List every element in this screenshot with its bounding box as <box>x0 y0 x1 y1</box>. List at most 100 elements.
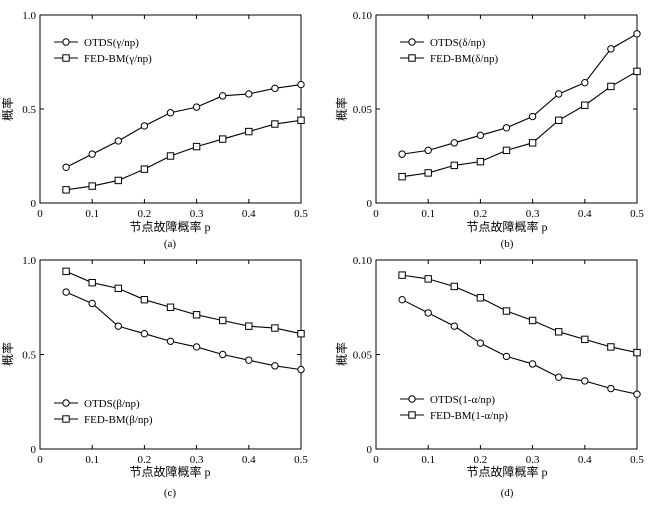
panel-b-y-tick-label: 0.10 <box>353 10 373 22</box>
panel-a-x-axis-label: 节点故障概率 p <box>129 219 210 234</box>
panel-c-series-otds-np-point <box>88 299 96 308</box>
panel-a-legend-marker <box>62 54 70 62</box>
panel-a-legend: OTDS(γ/np) FED-BM(γ/np) <box>54 37 152 65</box>
panel-d-legend-label: OTDS(1-α/np) <box>430 394 495 406</box>
panel-b-series-otds-np-point <box>502 124 511 132</box>
panel-a-y-tick-label: 0.5 <box>22 104 36 116</box>
panel-a: 0 0.1 0.2 0.3 0.4 0.5 0 0.5 1.0 节点故障概率 p 概率 (a) OTDS… <box>0 10 308 250</box>
panel-c-series-fed-bm-np-point <box>192 311 201 319</box>
panel-a-series-fed-bm-np-point <box>62 186 70 194</box>
panel-c-x-tick-label: 0.2 <box>138 454 152 466</box>
panel-c-series-fed-bm-np-point <box>297 330 305 338</box>
panel-b-legend: OTDS(δ/np) FED-BM(δ/np) <box>400 37 498 65</box>
panel-a-series-fed-bm-np-point <box>140 165 149 173</box>
panel-b-series-fed-bm-np-point <box>607 82 615 91</box>
panel-a-series-fed-bm-np <box>62 116 305 194</box>
panel-b-series-otds-np-point <box>555 90 563 98</box>
panel-d: 0 0.1 0.2 0.3 0.4 0.5 0 0.05 0.10 节点故障概率 p 概率 (d) OT… <box>334 255 644 499</box>
panel-d-legend-marker <box>408 411 416 419</box>
panel-d-series-otds-1-np-point <box>424 309 432 317</box>
panel-b-series-otds-np-point <box>424 146 432 155</box>
panel-d-series-otds-1-np-point <box>398 295 406 304</box>
panel-c-series-fed-bm-np-point <box>88 278 96 287</box>
panel-d-series-otds-1-np-point <box>607 384 615 393</box>
panel-b-x-tick-label: 0.3 <box>526 208 540 220</box>
panel-d-x-axis-label: 节点故障概率 p <box>466 464 547 479</box>
panel-c-x-tick-label: 0.3 <box>190 454 204 466</box>
panel-b-series-otds-np-line <box>402 33 638 155</box>
panel-d-series-otds-1-np-point <box>450 322 458 330</box>
panel-b-x-tick-label: 0.5 <box>630 208 644 220</box>
panel-b-series-otds-np-point <box>581 78 589 87</box>
panel-a-series-otds-np-point <box>114 137 123 145</box>
panel-c-legend: OTDS(β/np) FED-BM(β/np) <box>54 398 153 426</box>
panel-a-series-otds-np-point <box>166 109 175 117</box>
panel-a-x-tick-label: 0.2 <box>138 208 152 220</box>
panel-c-series-otds-np-point <box>140 330 149 338</box>
panel-d-y-tick-label: 0.10 <box>353 255 373 267</box>
panel-a-series-otds-np-point <box>62 163 70 171</box>
panel-c: 0 0.1 0.2 0.3 0.4 0.5 0 0.5 1.0 节点故障概率 p 概率 (c) OTDS… <box>0 255 308 499</box>
panel-a-series-otds-np-point <box>219 92 227 100</box>
panel-a-series-otds-np-point <box>245 90 253 98</box>
panel-b-series-otds-np-point <box>398 150 406 158</box>
panel-d-series-otds-1-np-point <box>555 373 563 381</box>
panel-c-y-axis-label: 概率 <box>0 342 15 366</box>
panel-d-x-tick-label: 0.4 <box>578 454 592 466</box>
panel-b-series-otds-np-point <box>528 112 537 121</box>
panel-d-series-fed-bm-1-np <box>398 271 641 357</box>
panel-c-series-fed-bm-np-point <box>114 284 122 293</box>
panel-d-series-fed-bm-1-np-point <box>476 294 485 302</box>
panel-b: 0 0.1 0.2 0.3 0.4 0.5 0 0.05 0.10 节点故障概率 p 概率 (b) OT… <box>334 10 644 250</box>
panel-a-x-tick-label: 0.5 <box>294 208 308 220</box>
panel-a-series-otds-np-point <box>140 122 149 130</box>
panel-a-y-tick-label: 1.0 <box>22 10 36 22</box>
panel-b-series-fed-bm-np-point <box>398 172 406 181</box>
panel-d-series-fed-bm-1-np-point <box>398 271 406 279</box>
panel-b-series-otds-np-point <box>607 45 615 53</box>
panel-a-series-fed-bm-np-point <box>192 142 201 151</box>
panel-a-series-fed-bm-np-point <box>271 120 279 128</box>
panel-c-series-otds-np <box>62 288 305 374</box>
panel-a-series-fed-bm-np-point <box>166 152 175 160</box>
panel-a-series-fed-bm-np-point <box>245 127 253 136</box>
panel-b-legend-label: OTDS(δ/np) <box>430 37 486 49</box>
panel-b-legend-label: FED-BM(δ/np) <box>430 53 498 65</box>
panel-b-series-fed-bm-np <box>398 67 641 181</box>
panel-d-x-tick-label: 0.2 <box>474 454 488 466</box>
panel-c-series-fed-bm-np-point <box>245 322 253 330</box>
panel-b-caption: (b) <box>501 238 514 250</box>
panel-d-legend-label: FED-BM(1-α/np) <box>430 410 508 422</box>
panel-b-series-fed-bm-np-point <box>476 157 485 166</box>
panel-b-series-fed-bm-np-point <box>633 67 641 76</box>
panel-c-series-otds-np-point <box>271 362 279 370</box>
panel-d-y-axis-label: 概率 <box>334 342 349 366</box>
panel-c-legend-label: OTDS(β/np) <box>84 398 140 410</box>
panel-b-series-fed-bm-np-line <box>402 70 638 178</box>
panel-a-legend-label: OTDS(γ/np) <box>84 37 139 49</box>
panel-a-y-tick-label: 0 <box>31 198 37 210</box>
panel-c-series-otds-np-point <box>114 322 123 330</box>
panel-d-series-fed-bm-1-np-point <box>581 335 589 344</box>
panel-d-series-fed-bm-1-np-point <box>528 316 537 325</box>
panel-a-series-otds-np-point <box>192 103 201 111</box>
panel-b-x-tick-label: 0 <box>373 208 379 220</box>
panel-a-series-fed-bm-np-line <box>66 119 302 191</box>
panel-d-series-fed-bm-1-np-point <box>450 282 459 291</box>
panel-a-legend-marker <box>62 38 70 46</box>
panel-c-legend-marker <box>62 415 70 423</box>
panel-b-x-tick-label: 0.1 <box>421 208 435 220</box>
panel-a-series-fed-bm-np-point <box>114 176 122 185</box>
panel-c-axes-frame <box>39 259 302 450</box>
panel-a-series-otds-np-point <box>297 80 305 89</box>
panel-c-series-fed-bm-np-point <box>166 303 175 311</box>
panel-a-series-fed-bm-np-point <box>88 182 96 190</box>
panel-c-series-otds-np-point <box>62 288 70 296</box>
panel-c-x-tick-label: 0.1 <box>85 454 99 466</box>
panel-b-series-fed-bm-np-point <box>555 116 563 124</box>
panel-c-series-fed-bm-np-line <box>65 270 302 335</box>
panel-c-y-tick-label: 0.5 <box>22 350 36 362</box>
panel-c-x-tick-label: 0.5 <box>294 454 308 466</box>
panel-c-series-otds-np-point <box>192 343 201 351</box>
panel-a-x-tick-label: 0.4 <box>242 208 256 220</box>
